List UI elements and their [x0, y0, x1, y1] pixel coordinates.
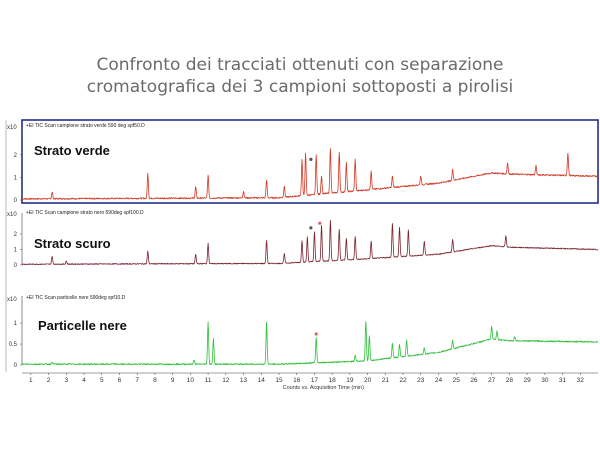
y-tick-label: 0 — [14, 198, 18, 204]
panel-highlight-frame — [21, 119, 599, 204]
x-axis-label: Counts vs. Acquisition Time (min) — [283, 385, 364, 391]
y-tick-label: 1 — [14, 175, 18, 181]
chromatogram-panel-1: +EI TIC Scan campione strato verde 590 d… — [7, 119, 599, 204]
sample-label: Strato scuro — [34, 236, 111, 251]
x-tick-label: 7 — [135, 377, 139, 384]
sample-label: Particelle nere — [38, 318, 127, 333]
y-tick-label: 1 — [14, 248, 18, 254]
x-tick-label: 18 — [329, 377, 337, 384]
x-tick-label: 23 — [417, 377, 425, 384]
peak-marker — [309, 226, 313, 230]
x-tick-label: 9 — [171, 377, 175, 384]
x-tick-label: 29 — [523, 377, 531, 384]
chromatogram-panel-2: +EI TIC Scan campione strato nero 590deg… — [7, 210, 599, 269]
x-tick-label: 24 — [435, 377, 443, 384]
x-tick-label: 1 — [29, 377, 33, 384]
y-multiplier: x10 — [7, 212, 17, 218]
y-tick-label: 0 — [14, 363, 18, 369]
x-tick-label: 25 — [453, 377, 461, 384]
x-tick-label: 6 — [118, 377, 122, 384]
x-tick-label: 10 — [187, 377, 195, 384]
x-tick-label: 31 — [559, 377, 567, 384]
peak-marker — [309, 157, 313, 161]
x-tick-label: 21 — [382, 377, 390, 384]
x-tick-label: 5 — [100, 377, 104, 384]
y-multiplier: x10 — [7, 125, 17, 131]
x-tick-label: 13 — [240, 377, 248, 384]
y-tick-label: 2 — [14, 153, 18, 159]
x-tick-label: 14 — [258, 377, 266, 384]
y-tick-label: 0 — [14, 263, 18, 269]
x-tick-label: 2 — [47, 377, 51, 384]
y-tick-label: 0.5 — [9, 342, 18, 348]
x-tick-label: 8 — [153, 377, 157, 384]
x-tick-label: 30 — [541, 377, 549, 384]
panel-header: +EI TIC Scan campione strato nero 590deg… — [26, 210, 144, 216]
chart-title-line-2: cromatografica dei 3 campioni sottoposti… — [86, 77, 514, 97]
x-tick-label: 16 — [293, 377, 301, 384]
panel-header: +EI TIC Scan particelle nere 590deg spf1… — [26, 295, 126, 301]
y-tick-label: 2 — [14, 232, 18, 238]
sample-label: Strato verde — [34, 143, 110, 158]
signal-trace — [21, 148, 599, 200]
chart-title-line-1: Confronto dei tracciati ottenuti con sep… — [96, 55, 504, 75]
x-tick-label: 20 — [364, 377, 372, 384]
x-tick-label: 32 — [577, 377, 585, 384]
x-tick-label: 19 — [346, 377, 354, 384]
x-tick-label: 28 — [506, 377, 514, 384]
y-tick-label: 1 — [14, 321, 18, 327]
x-tick-label: 26 — [470, 377, 478, 384]
signal-trace — [21, 321, 599, 366]
x-tick-label: 11 — [205, 377, 212, 384]
signal-trace — [21, 219, 599, 266]
peak-marker — [314, 332, 318, 336]
y-multiplier: x10 — [7, 297, 17, 303]
panel-header: +EI TIC Scan campione strato verde 590 d… — [26, 123, 145, 129]
peak-marker — [318, 221, 322, 225]
chromatogram-panel-3: +EI TIC Scan particelle nere 590deg spf1… — [7, 295, 599, 369]
x-tick-label: 22 — [399, 377, 407, 384]
x-tick-label: 27 — [488, 377, 496, 384]
x-tick-label: 3 — [64, 377, 68, 384]
x-tick-label: 17 — [311, 377, 319, 384]
x-tick-label: 12 — [222, 377, 230, 384]
x-tick-label: 15 — [275, 377, 283, 384]
x-tick-label: 4 — [82, 377, 86, 384]
